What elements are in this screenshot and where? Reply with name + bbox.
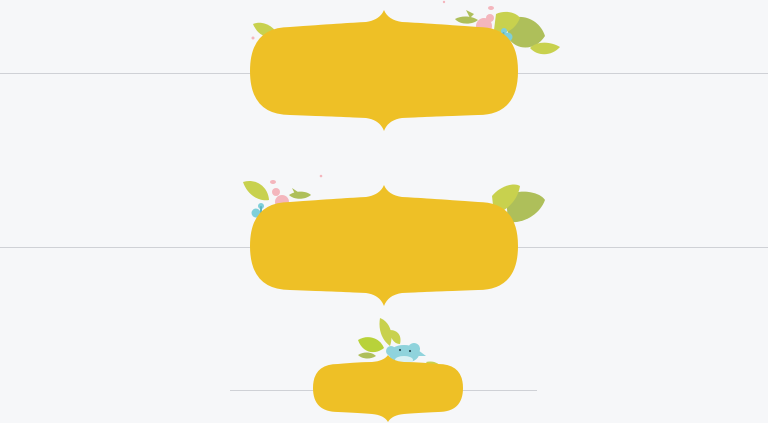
blue-bird — [386, 343, 426, 364]
leaf-cluster — [253, 10, 560, 55]
leaf-cluster — [243, 180, 545, 223]
label-frame-2 — [243, 174, 545, 306]
label-frame-1 — [250, 0, 560, 131]
label-frame-3 — [313, 318, 463, 422]
